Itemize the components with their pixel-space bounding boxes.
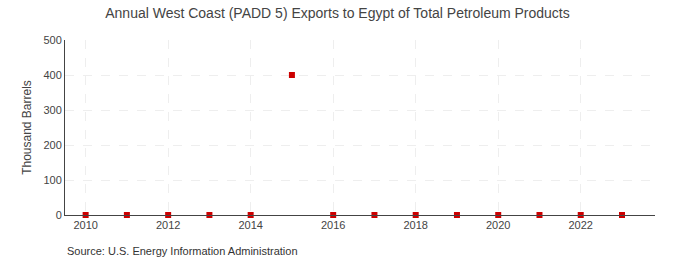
- svg-text:Annual West Coast (PADD 5) Exp: Annual West Coast (PADD 5) Exports to Eg…: [105, 5, 570, 21]
- svg-text:2010: 2010: [73, 219, 97, 231]
- svg-text:Thousand Barrels: Thousand Barrels: [20, 80, 34, 175]
- svg-text:500: 500: [43, 34, 61, 46]
- svg-text:2016: 2016: [321, 219, 345, 231]
- svg-text:2020: 2020: [486, 219, 510, 231]
- svg-text:300: 300: [43, 104, 61, 116]
- svg-text:Source: U.S. Energy Informatio: Source: U.S. Energy Information Administ…: [67, 245, 298, 257]
- svg-text:2014: 2014: [238, 219, 262, 231]
- svg-text:2012: 2012: [156, 219, 180, 231]
- svg-text:100: 100: [43, 174, 61, 186]
- svg-text:0: 0: [56, 209, 62, 221]
- svg-text:200: 200: [43, 139, 61, 151]
- svg-text:2022: 2022: [568, 219, 592, 231]
- svg-text:400: 400: [43, 69, 61, 81]
- svg-text:2018: 2018: [403, 219, 427, 231]
